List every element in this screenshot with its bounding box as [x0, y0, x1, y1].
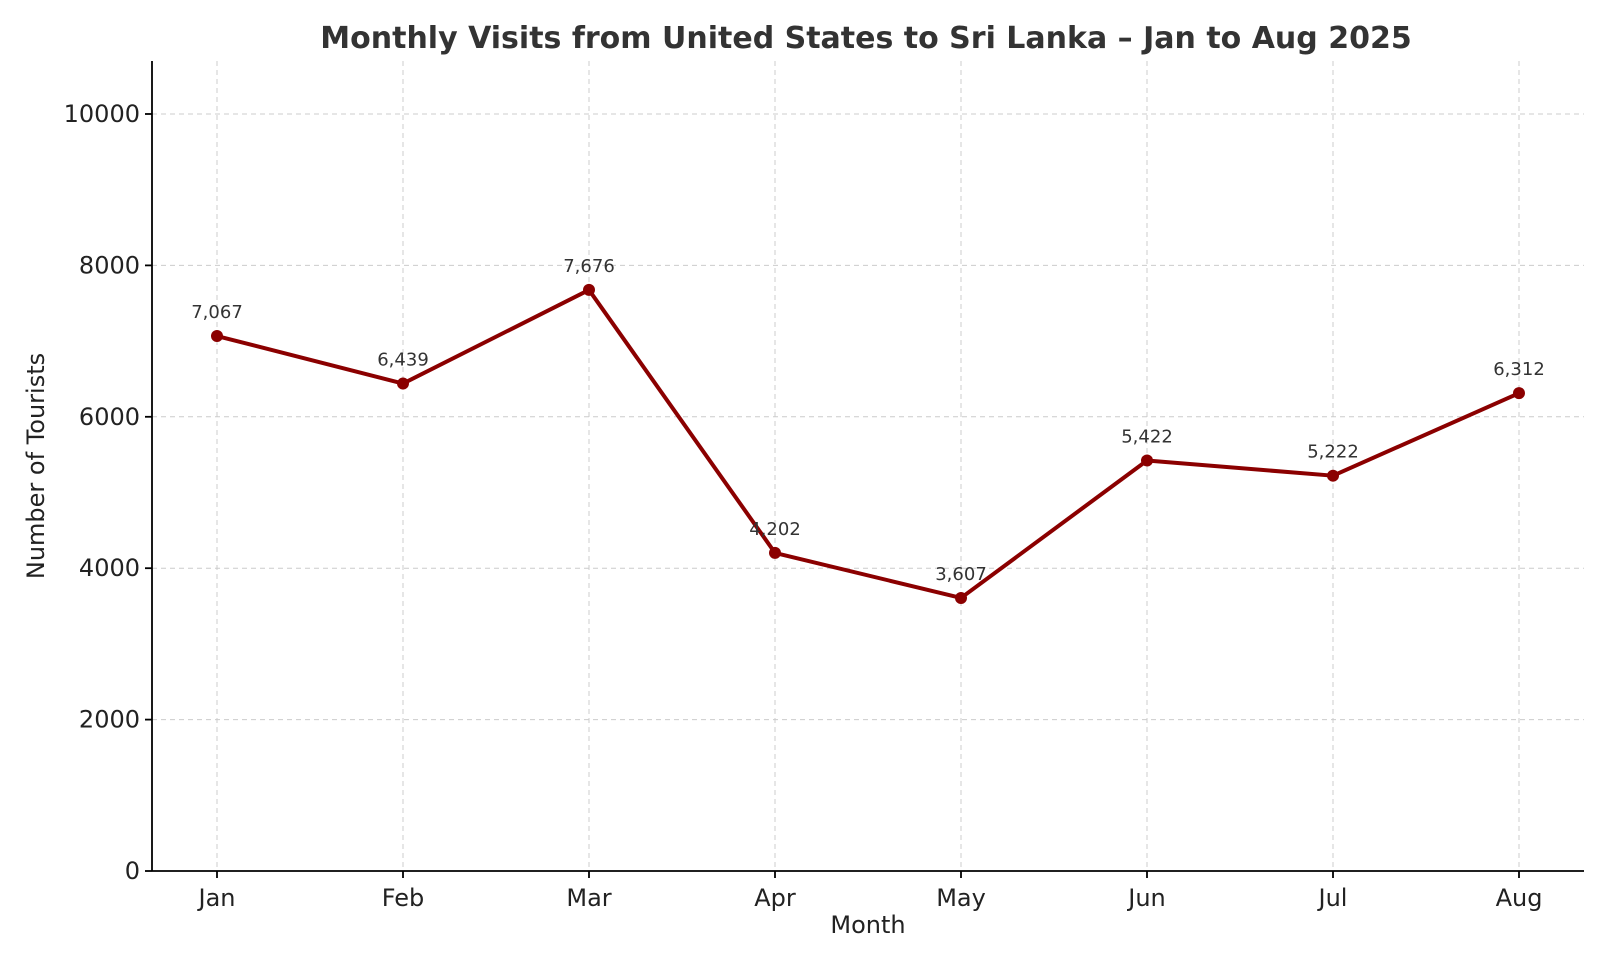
data-label: 3,607 [935, 564, 987, 585]
chart-title: Monthly Visits from United States to Sri… [320, 21, 1411, 56]
data-labels: 7,067 6,439 7,676 4,202 3,607 5,422 5,222 6,312 [191, 256, 1545, 585]
y-tick-label: 0 [125, 857, 140, 885]
data-label: 6,312 [1493, 359, 1545, 380]
axis-layer [145, 61, 1584, 878]
y-tick-label: 8000 [79, 251, 140, 279]
data-label: 5,222 [1307, 442, 1359, 463]
x-tick-label: Jan [197, 884, 236, 912]
data-point [1327, 469, 1339, 482]
series-line [215, 287, 1521, 600]
x-tick-label: Apr [754, 884, 796, 912]
x-tick-label: Feb [382, 884, 425, 912]
series-layer [211, 283, 1525, 604]
data-point [1141, 454, 1153, 467]
y-tick-labels: 0 2000 4000 6000 8000 10000 [64, 100, 140, 885]
y-tick-label: 2000 [79, 706, 140, 734]
x-tick-label: Jul [1317, 884, 1348, 912]
data-label: 6,439 [377, 350, 429, 371]
data-label: 7,676 [563, 256, 615, 277]
data-point [211, 330, 223, 343]
data-point [955, 591, 967, 604]
y-axis-label: Number of Tourists [22, 353, 50, 579]
y-tick-label: 6000 [79, 403, 140, 431]
data-label: 4,202 [749, 519, 801, 540]
data-point [397, 377, 409, 390]
y-tick-label: 10000 [64, 100, 140, 128]
x-tick-label: Jun [1126, 884, 1166, 912]
data-point [583, 283, 595, 296]
data-point [769, 546, 781, 559]
x-axis-label: Month [830, 911, 905, 939]
x-tick-label: May [936, 884, 986, 912]
x-tick-labels: Jan Feb Mar Apr May Jun Jul Aug [197, 884, 1543, 912]
data-point [1513, 387, 1525, 400]
x-tick-label: Aug [1496, 884, 1543, 912]
x-tick-label: Mar [566, 884, 611, 912]
data-label: 5,422 [1121, 427, 1173, 448]
data-label: 7,067 [191, 302, 243, 323]
y-tick-label: 4000 [79, 554, 140, 582]
grid-layer [152, 61, 1584, 871]
